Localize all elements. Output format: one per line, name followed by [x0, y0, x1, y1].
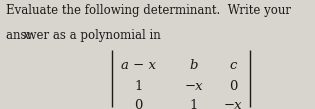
- Text: 0: 0: [229, 80, 237, 93]
- Text: x: x: [23, 29, 30, 42]
- Text: answer as a polynomial in: answer as a polynomial in: [6, 29, 165, 42]
- Text: :: :: [28, 29, 32, 42]
- Text: 1: 1: [135, 80, 143, 93]
- Text: 0: 0: [135, 99, 143, 109]
- Text: Evaluate the following determinant.  Write your: Evaluate the following determinant. Writ…: [6, 4, 291, 17]
- Text: −x: −x: [184, 80, 203, 93]
- Text: b: b: [190, 59, 198, 72]
- Text: c: c: [229, 59, 237, 72]
- Text: −x: −x: [224, 99, 243, 109]
- Text: a − x: a − x: [121, 59, 156, 72]
- Text: 1: 1: [190, 99, 198, 109]
